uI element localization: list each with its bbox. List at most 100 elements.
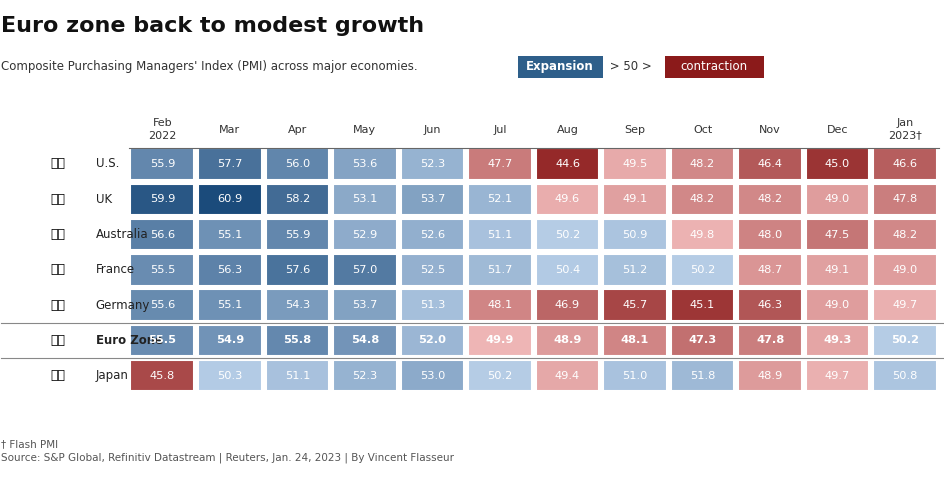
Text: 56.0: 56.0 — [284, 159, 310, 169]
Text: 49.3: 49.3 — [822, 335, 851, 346]
Text: 55.1: 55.1 — [217, 229, 243, 240]
Text: 56.6: 56.6 — [150, 229, 175, 240]
FancyBboxPatch shape — [467, 289, 531, 321]
Text: May: May — [353, 125, 376, 135]
Text: 52.1: 52.1 — [487, 194, 512, 204]
Text: Aug: Aug — [556, 125, 578, 135]
FancyBboxPatch shape — [467, 254, 531, 285]
FancyBboxPatch shape — [467, 360, 531, 391]
Text: 🇫🇷: 🇫🇷 — [50, 263, 65, 277]
Text: Feb: Feb — [152, 119, 172, 128]
Text: 55.9: 55.9 — [149, 159, 175, 169]
FancyBboxPatch shape — [872, 289, 936, 321]
FancyBboxPatch shape — [130, 360, 194, 391]
Text: 50.2: 50.2 — [487, 371, 512, 381]
Text: 49.0: 49.0 — [891, 265, 917, 275]
FancyBboxPatch shape — [400, 254, 464, 285]
FancyBboxPatch shape — [198, 360, 261, 391]
Text: Jun: Jun — [423, 125, 441, 135]
Text: 🇦🇺: 🇦🇺 — [50, 228, 65, 241]
Text: 51.0: 51.0 — [622, 371, 647, 381]
FancyBboxPatch shape — [535, 148, 598, 180]
Text: 48.2: 48.2 — [689, 194, 715, 204]
FancyBboxPatch shape — [332, 184, 396, 215]
Text: 48.1: 48.1 — [620, 335, 649, 346]
FancyBboxPatch shape — [400, 219, 464, 250]
Text: 53.0: 53.0 — [419, 371, 445, 381]
FancyBboxPatch shape — [535, 289, 598, 321]
FancyBboxPatch shape — [805, 148, 868, 180]
FancyBboxPatch shape — [198, 148, 261, 180]
FancyBboxPatch shape — [737, 289, 801, 321]
Text: 55.5: 55.5 — [148, 335, 177, 346]
FancyBboxPatch shape — [737, 148, 801, 180]
FancyBboxPatch shape — [602, 360, 666, 391]
FancyBboxPatch shape — [400, 360, 464, 391]
FancyBboxPatch shape — [467, 325, 531, 356]
Text: 49.7: 49.7 — [891, 300, 917, 310]
Text: Mar: Mar — [219, 125, 240, 135]
Text: 52.3: 52.3 — [419, 159, 445, 169]
FancyBboxPatch shape — [805, 254, 868, 285]
Text: 53.1: 53.1 — [352, 194, 378, 204]
Text: † Flash PMI: † Flash PMI — [1, 439, 59, 450]
FancyBboxPatch shape — [130, 184, 194, 215]
Text: Australia: Australia — [95, 228, 148, 241]
Text: Expansion: Expansion — [526, 60, 594, 73]
FancyBboxPatch shape — [602, 325, 666, 356]
Text: UK: UK — [95, 193, 111, 206]
FancyBboxPatch shape — [130, 254, 194, 285]
Text: 52.6: 52.6 — [419, 229, 445, 240]
FancyBboxPatch shape — [467, 219, 531, 250]
FancyBboxPatch shape — [400, 325, 464, 356]
FancyBboxPatch shape — [198, 219, 261, 250]
FancyBboxPatch shape — [265, 289, 329, 321]
FancyBboxPatch shape — [805, 360, 868, 391]
FancyBboxPatch shape — [332, 360, 396, 391]
Text: 49.4: 49.4 — [554, 371, 580, 381]
Text: 🇪🇺: 🇪🇺 — [50, 334, 65, 347]
FancyBboxPatch shape — [265, 325, 329, 356]
Text: 55.9: 55.9 — [284, 229, 310, 240]
FancyBboxPatch shape — [670, 184, 733, 215]
Text: 55.6: 55.6 — [149, 300, 175, 310]
Text: 49.5: 49.5 — [622, 159, 647, 169]
FancyBboxPatch shape — [602, 219, 666, 250]
Text: Euro Zone: Euro Zone — [95, 334, 162, 347]
Text: Germany: Germany — [95, 298, 150, 312]
FancyBboxPatch shape — [400, 184, 464, 215]
Text: 46.6: 46.6 — [892, 159, 917, 169]
Text: 50.2: 50.2 — [890, 335, 919, 346]
FancyBboxPatch shape — [872, 325, 936, 356]
FancyBboxPatch shape — [265, 148, 329, 180]
Text: 57.7: 57.7 — [217, 159, 243, 169]
FancyBboxPatch shape — [805, 289, 868, 321]
FancyBboxPatch shape — [670, 325, 733, 356]
Text: contraction: contraction — [680, 60, 747, 73]
Text: 46.4: 46.4 — [757, 159, 782, 169]
FancyBboxPatch shape — [198, 289, 261, 321]
FancyBboxPatch shape — [737, 184, 801, 215]
Text: 51.7: 51.7 — [487, 265, 513, 275]
Text: 45.7: 45.7 — [622, 300, 647, 310]
Text: 55.5: 55.5 — [149, 265, 175, 275]
Text: 49.6: 49.6 — [554, 194, 580, 204]
FancyBboxPatch shape — [602, 254, 666, 285]
FancyBboxPatch shape — [737, 360, 801, 391]
FancyBboxPatch shape — [130, 219, 194, 250]
Text: 44.6: 44.6 — [554, 159, 580, 169]
Text: 🇬🇧: 🇬🇧 — [50, 193, 65, 206]
Text: 53.7: 53.7 — [419, 194, 445, 204]
Text: 47.7: 47.7 — [487, 159, 512, 169]
Text: 46.9: 46.9 — [554, 300, 580, 310]
FancyBboxPatch shape — [535, 184, 598, 215]
FancyBboxPatch shape — [130, 289, 194, 321]
Text: 52.9: 52.9 — [352, 229, 378, 240]
Text: 50.8: 50.8 — [891, 371, 917, 381]
FancyBboxPatch shape — [265, 219, 329, 250]
Text: 47.8: 47.8 — [755, 335, 784, 346]
FancyBboxPatch shape — [805, 219, 868, 250]
Text: 58.2: 58.2 — [284, 194, 310, 204]
FancyBboxPatch shape — [535, 219, 598, 250]
FancyBboxPatch shape — [198, 184, 261, 215]
